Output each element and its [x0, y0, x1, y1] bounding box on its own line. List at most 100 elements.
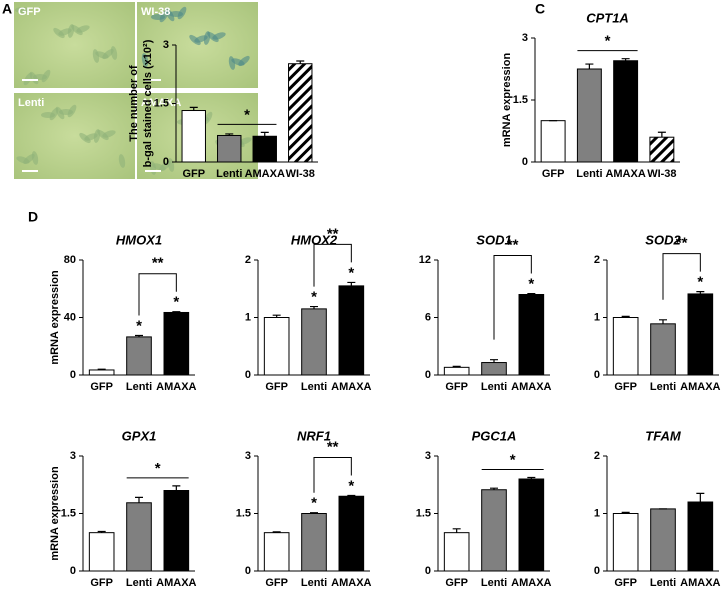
error-bar — [135, 496, 143, 503]
y-tick-label: 0 — [70, 369, 76, 381]
y-axis-label: mRNA expression — [49, 270, 61, 365]
y-tick-label: 40 — [64, 311, 76, 323]
y-tick-label: 0 — [594, 369, 600, 381]
error-bar — [490, 487, 498, 490]
cell — [76, 25, 90, 33]
chart-title: HMOX1 — [116, 232, 162, 247]
bar — [518, 294, 545, 376]
y-axis-label: mRNA expression — [49, 466, 61, 561]
bar — [126, 502, 152, 572]
x-tick-label: GFP — [265, 381, 288, 393]
bar — [288, 63, 313, 163]
x-tick-label: AMAXA — [331, 577, 371, 589]
chart-title: SOD1 — [476, 232, 511, 247]
significance: ** — [507, 237, 519, 254]
y-tick-label: 0 — [425, 369, 431, 381]
x-tick-label: AMAXA — [511, 577, 551, 589]
cell — [15, 7, 29, 13]
bar — [687, 501, 714, 572]
x-tick-label: Lenti — [216, 168, 242, 180]
significance: * — [348, 264, 354, 281]
significance: * — [173, 294, 179, 311]
significance: * — [311, 289, 317, 306]
bar — [88, 532, 115, 572]
error-bar — [97, 530, 106, 533]
significance: * — [136, 317, 142, 334]
x-tick-label: GFP — [182, 168, 205, 180]
y-tick-label: 0 — [163, 156, 169, 168]
x-tick-label: AMAXA — [156, 577, 196, 589]
significance-bracket — [313, 243, 352, 287]
cell — [102, 130, 116, 138]
y-tick-label: 2 — [245, 254, 251, 266]
y-tick-label: 3 — [70, 450, 76, 462]
error-bar — [225, 133, 234, 136]
bar — [649, 136, 675, 163]
x-tick-label: Lenti — [481, 381, 507, 393]
significance: ** — [327, 438, 339, 455]
error-bar — [696, 291, 705, 294]
y-tick-label: 6 — [425, 311, 431, 323]
x-tick-label: AMAXA — [605, 168, 645, 180]
error-bar — [135, 334, 143, 337]
y-tick-label: 0 — [245, 369, 251, 381]
error-bar — [621, 511, 630, 514]
significance-bracket — [138, 273, 177, 316]
bar — [481, 489, 507, 572]
image-label: WI-38 — [141, 6, 170, 18]
bar — [650, 508, 676, 572]
error-bar — [621, 315, 630, 318]
error-bar — [585, 63, 594, 69]
x-tick-label: Lenti — [650, 381, 676, 393]
y-tick-label: 1 — [594, 311, 600, 323]
x-tick-label: Lenti — [301, 577, 327, 589]
bar — [518, 478, 545, 572]
bar — [612, 513, 639, 572]
x-tick-label: Lenti — [126, 577, 152, 589]
y-tick-label: 2 — [594, 254, 600, 266]
bar — [613, 60, 639, 163]
y-tick-label: 2 — [594, 450, 600, 462]
cell — [212, 32, 226, 40]
y-axis-label: mRNA expression — [501, 53, 513, 148]
bar — [481, 362, 507, 376]
x-tick-label: Lenti — [481, 577, 507, 589]
y-tick-label: 12 — [419, 254, 431, 266]
y-tick-label: 0 — [70, 565, 76, 577]
chart-title: TFAM — [645, 428, 682, 443]
x-tick-label: Lenti — [650, 577, 676, 589]
y-tick-label: 3 — [163, 39, 169, 51]
y-tick-label: 1.5 — [61, 507, 76, 519]
cell — [31, 151, 39, 165]
y-tick-label: 0 — [425, 565, 431, 577]
x-tick-label: GFP — [445, 577, 468, 589]
image-label: Lenti — [18, 97, 44, 109]
significance: * — [348, 477, 354, 494]
y-tick-label: 1 — [245, 311, 251, 323]
bar — [88, 369, 115, 376]
x-tick-label: AMAXA — [245, 168, 285, 180]
cell — [67, 104, 77, 118]
chart-title: GPX1 — [122, 428, 157, 443]
significance: ** — [676, 235, 688, 252]
x-tick-label: AMAXA — [331, 381, 371, 393]
cell — [41, 69, 51, 83]
bar — [301, 513, 327, 572]
x-tick-label: GFP — [90, 577, 113, 589]
y-tick-label: 3 — [522, 32, 528, 44]
error-bar — [310, 512, 318, 514]
x-tick-label: AMAXA — [680, 381, 720, 393]
x-tick-label: GFP — [445, 381, 468, 393]
error-bar — [97, 368, 106, 370]
error-bar — [490, 359, 498, 363]
significance: * — [528, 276, 534, 293]
error-bar — [452, 365, 461, 368]
significance: ** — [327, 225, 339, 242]
significance: * — [244, 106, 250, 123]
error-bar — [347, 281, 356, 286]
significance-bracket — [662, 253, 701, 300]
significance: ** — [152, 255, 164, 272]
cell — [118, 154, 126, 168]
chart-title: NRF1 — [297, 428, 331, 443]
y-tick-label: 1 — [594, 507, 600, 519]
